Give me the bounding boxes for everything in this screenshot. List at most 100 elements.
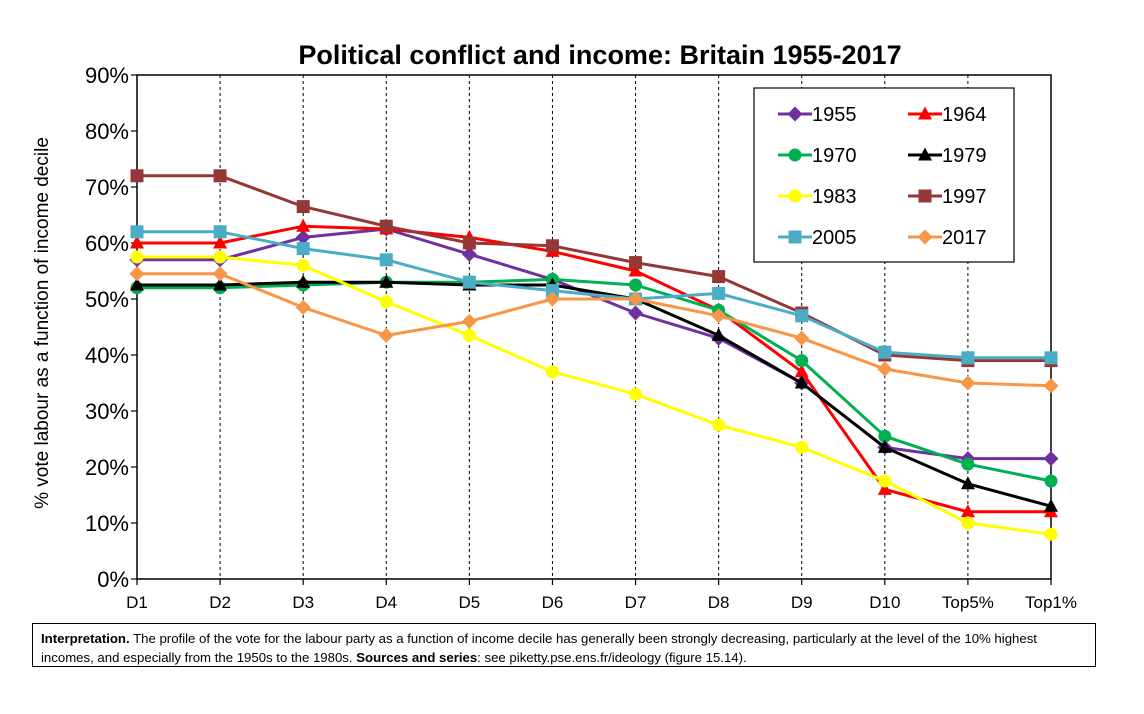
data-point-1955 xyxy=(628,305,644,321)
y-tick-label: 80% xyxy=(85,119,129,144)
data-point-1997 xyxy=(545,239,559,253)
data-point-1970 xyxy=(795,354,809,368)
chart: Political conflict and income: Britain 1… xyxy=(32,40,1077,612)
data-point-1983 xyxy=(462,328,476,342)
data-point-1970 xyxy=(878,429,892,443)
x-tick-label: Top5% xyxy=(942,593,994,612)
data-point-2017 xyxy=(711,308,727,324)
series-line-2005 xyxy=(137,230,1051,360)
data-point-2017 xyxy=(877,361,893,377)
legend-marker xyxy=(918,189,932,203)
axis-ticks: 0% 10% 20% 30% 40% 50% 60% 70% 80% 90% D1 D2 D3 D4 D5 D… xyxy=(85,63,1077,612)
data-point-1979 xyxy=(379,274,394,288)
data-point-2005 xyxy=(296,242,310,256)
data-point-1997 xyxy=(296,200,310,214)
data-point-2005 xyxy=(213,225,227,239)
legend-marker xyxy=(788,189,802,203)
data-point-2017 xyxy=(129,266,145,282)
data-point-1979 xyxy=(794,375,809,389)
data-point-2017 xyxy=(212,266,228,282)
series-line-1970 xyxy=(137,277,1052,483)
y-tick-label: 0% xyxy=(97,567,129,592)
data-point-1979 xyxy=(1044,498,1058,512)
data-point-1955 xyxy=(295,229,311,245)
data-point-2005 xyxy=(712,286,726,300)
data-point-1983 xyxy=(296,258,310,272)
data-point-2005 xyxy=(130,225,144,239)
x-tick-label: D1 xyxy=(126,593,148,612)
data-point-1964 xyxy=(130,235,144,249)
legend-label-1970: 1970 xyxy=(812,145,857,167)
chart-title: Political conflict and income: Britain 1… xyxy=(298,40,901,70)
y-tick-label: 90% xyxy=(85,63,129,88)
interpretation-label: Interpretation. xyxy=(41,631,130,646)
sources-label: Sources and series xyxy=(356,650,478,665)
data-point-2005 xyxy=(545,284,559,298)
x-tick-label: D7 xyxy=(625,593,647,612)
series-line-1997 xyxy=(137,174,1051,363)
data-point-1964 xyxy=(877,481,892,495)
legend-label-1997: 1997 xyxy=(942,186,987,208)
series-1970 xyxy=(130,272,1058,488)
legend-label-2017: 2017 xyxy=(942,227,987,249)
data-point-2005 xyxy=(878,345,892,359)
data-point-1997 xyxy=(379,219,393,233)
data-point-1979 xyxy=(213,277,228,291)
data-point-2017 xyxy=(960,375,976,391)
data-point-2017 xyxy=(628,291,644,307)
data-point-1964 xyxy=(794,364,809,378)
y-tick-label: 40% xyxy=(85,343,129,368)
series-1983 xyxy=(130,250,1058,541)
x-tick-label: D5 xyxy=(458,593,480,612)
data-point-1983 xyxy=(213,250,227,264)
data-point-1955 xyxy=(461,246,477,262)
x-tick-label: D6 xyxy=(542,593,564,612)
x-tick-label: D2 xyxy=(209,593,231,612)
interpretation-note: Interpretation. The profile of the vote … xyxy=(32,623,1096,667)
data-point-2005 xyxy=(961,351,975,365)
x-tick-label: D4 xyxy=(375,593,397,612)
legend-marker xyxy=(787,106,803,122)
y-tick-label: 30% xyxy=(85,399,129,424)
data-point-2017 xyxy=(794,330,810,346)
interpretation-text: The profile of the vote for the labour p… xyxy=(41,631,1037,665)
data-point-1979 xyxy=(296,274,311,288)
plot-area xyxy=(136,74,1052,580)
data-point-1983 xyxy=(795,440,809,454)
legend-marker xyxy=(918,147,932,161)
data-point-1983 xyxy=(712,418,726,432)
y-tick-label: 20% xyxy=(85,455,129,480)
series-1979 xyxy=(130,274,1058,512)
data-point-1955 xyxy=(1043,451,1059,467)
sources-text: : see piketty.pse.ens.fr/ideology (figur… xyxy=(477,650,747,665)
data-point-2017 xyxy=(1043,378,1059,394)
data-point-2017 xyxy=(295,299,311,315)
series-lines xyxy=(129,169,1059,541)
y-tick-label: 70% xyxy=(85,175,129,200)
series-line-1964 xyxy=(137,224,1051,514)
data-point-1970 xyxy=(1044,474,1058,488)
data-point-1983 xyxy=(961,516,975,530)
legend: 1955 1964 1970 1979 1983 1997 2005 2017 xyxy=(753,87,1015,263)
data-point-1997 xyxy=(130,169,144,183)
x-tick-label: Top1% xyxy=(1025,593,1077,612)
y-tick-label: 60% xyxy=(85,231,129,256)
data-point-1997 xyxy=(712,270,726,284)
data-point-1979 xyxy=(877,439,892,453)
data-point-1997 xyxy=(213,169,227,183)
legend-marker xyxy=(917,229,933,245)
legend-marker xyxy=(788,148,802,162)
data-point-2005 xyxy=(1044,351,1058,365)
data-point-1997 xyxy=(462,236,476,250)
data-point-2017 xyxy=(544,291,560,307)
x-tick-label: D10 xyxy=(869,593,900,612)
data-point-1964 xyxy=(628,263,643,277)
data-point-2005 xyxy=(379,253,393,267)
data-point-1983 xyxy=(878,474,892,488)
data-point-1979 xyxy=(130,277,144,291)
data-point-1964 xyxy=(213,235,228,249)
y-axis-label: % vote labour as a function of income de… xyxy=(32,137,53,509)
data-point-1997 xyxy=(629,256,643,270)
x-tick-label: D9 xyxy=(791,593,813,612)
legend-label-1955: 1955 xyxy=(812,104,857,126)
